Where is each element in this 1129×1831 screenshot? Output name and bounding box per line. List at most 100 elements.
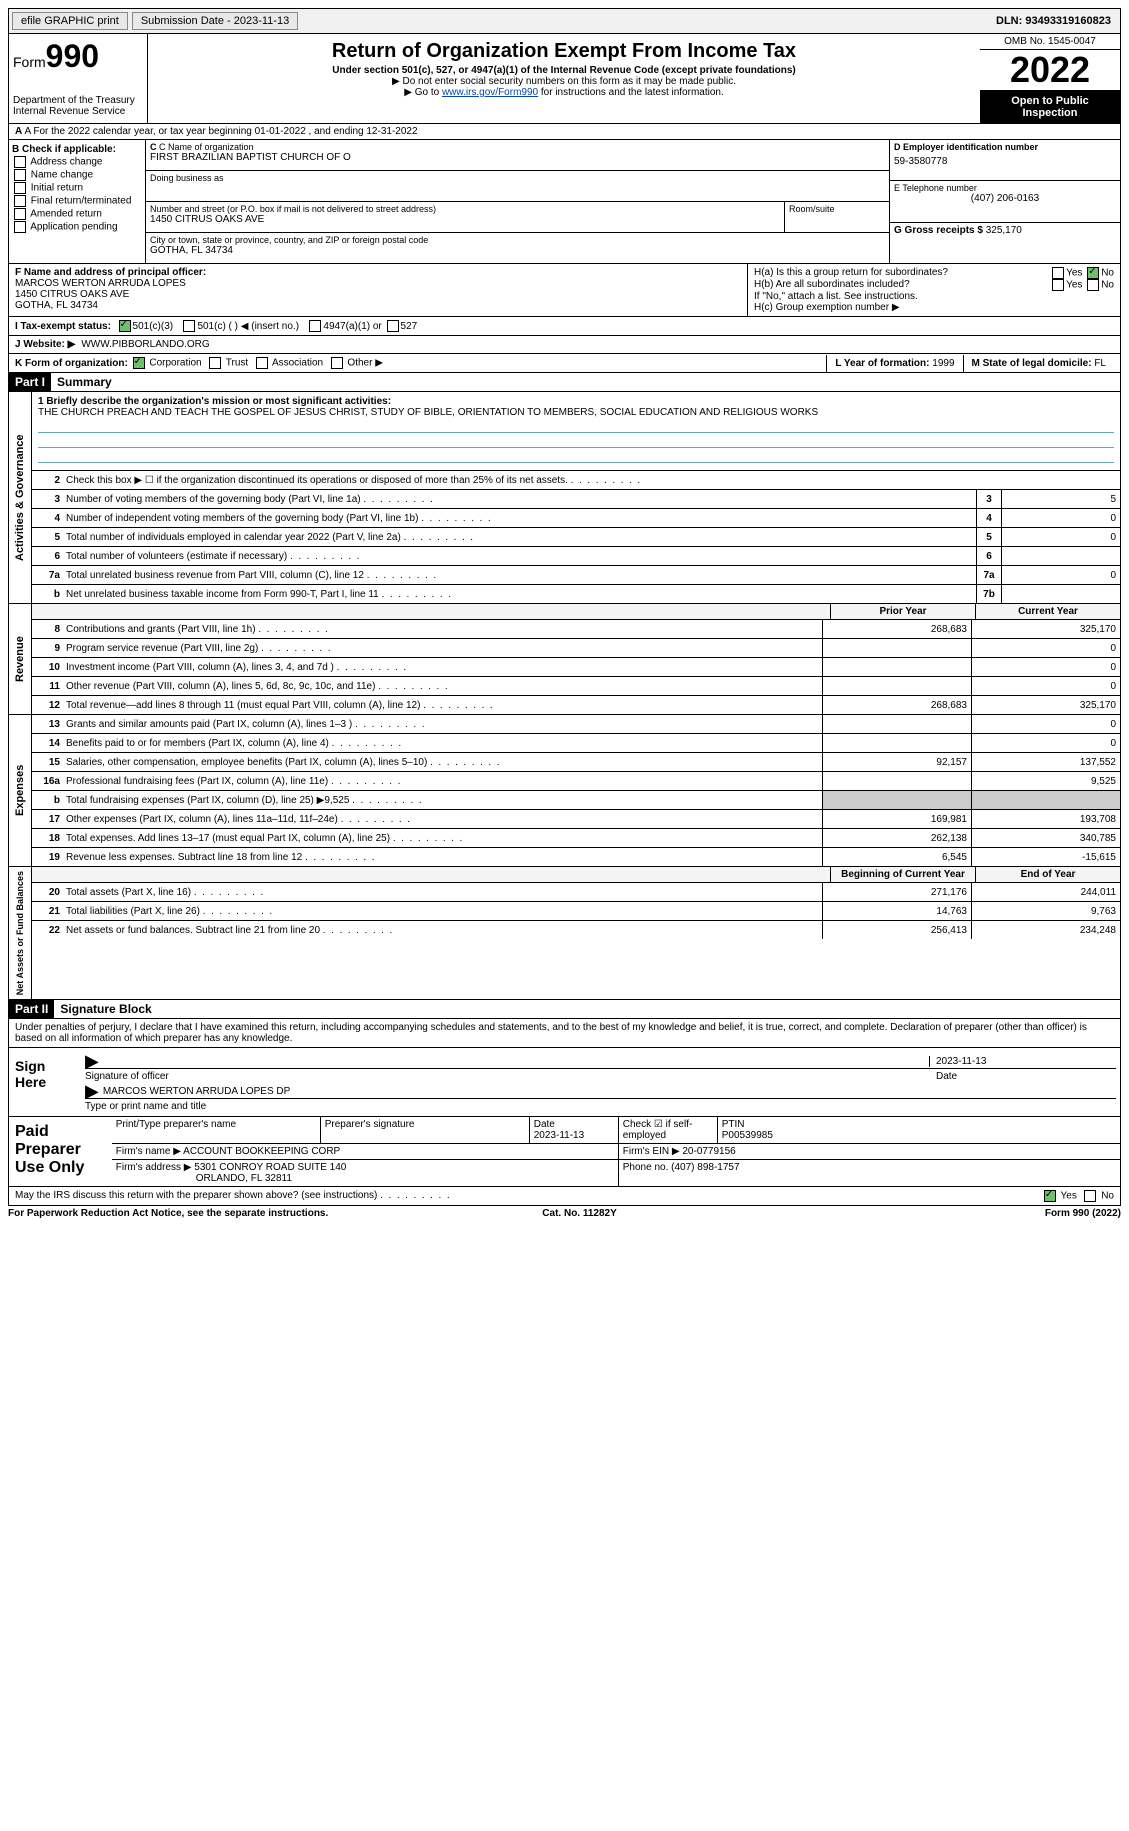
line-b: bNet unrelated business taxable income f… xyxy=(32,585,1120,603)
col-b-checkboxes: B Check if applicable: Address change Na… xyxy=(9,140,146,263)
korg-2-checkbox[interactable] xyxy=(256,357,268,369)
ptin-value: P00539985 xyxy=(722,1130,773,1141)
checkbox-final-return-terminated[interactable] xyxy=(14,195,26,207)
page-footer: For Paperwork Reduction Act Notice, see … xyxy=(8,1206,1121,1221)
sign-date: 2023-11-13 xyxy=(929,1056,1116,1067)
line-3: 3Number of voting members of the governi… xyxy=(32,490,1120,509)
org-name-label: C C Name of organization xyxy=(150,142,885,152)
line-19: 19Revenue less expenses. Subtract line 1… xyxy=(32,848,1120,866)
submission-button[interactable]: Submission Date - 2023-11-13 xyxy=(132,12,298,30)
line-13: 13Grants and similar amounts paid (Part … xyxy=(32,715,1120,734)
dba-label: Doing business as xyxy=(150,173,885,183)
checkbox-application-pending[interactable] xyxy=(14,221,26,233)
firm-phone: (407) 898-1757 xyxy=(671,1162,739,1173)
dept-treasury: Department of the Treasury xyxy=(13,95,143,106)
paid-preparer: Paid Preparer Use Only Print/Type prepar… xyxy=(8,1117,1121,1187)
firm-address: 5301 CONROY ROAD SUITE 140 xyxy=(194,1162,346,1173)
4947-checkbox[interactable] xyxy=(309,320,321,332)
form-header: Form990 Department of the Treasury Inter… xyxy=(8,34,1121,124)
korg-3-checkbox[interactable] xyxy=(331,357,343,369)
hb-no-checkbox[interactable] xyxy=(1087,279,1099,291)
end-year-header: End of Year xyxy=(975,867,1120,882)
line-14: 14Benefits paid to or for members (Part … xyxy=(32,734,1120,753)
ein-value: 59-3580778 xyxy=(894,156,1116,167)
firm-ein: 20-0779156 xyxy=(682,1146,735,1157)
line-15: 15Salaries, other compensation, employee… xyxy=(32,753,1120,772)
hc-label: H(c) Group exemption number ▶ xyxy=(754,302,1114,313)
checkbox-name-change[interactable] xyxy=(14,169,26,181)
discuss-no-checkbox[interactable] xyxy=(1084,1190,1096,1202)
ha-yes-checkbox[interactable] xyxy=(1052,267,1064,279)
korg-0-checkbox[interactable] xyxy=(133,357,145,369)
col-c-org: C C Name of organization FIRST BRAZILIAN… xyxy=(146,140,889,263)
line-17: 17Other expenses (Part IX, column (A), l… xyxy=(32,810,1120,829)
line-5: 5Total number of individuals employed in… xyxy=(32,528,1120,547)
line-6: 6Total number of volunteers (estimate if… xyxy=(32,547,1120,566)
line-21: 21Total liabilities (Part X, line 26)14,… xyxy=(32,902,1120,921)
omb-number: OMB No. 1545-0047 xyxy=(980,34,1120,50)
irs-link[interactable]: www.irs.gov/Form990 xyxy=(442,87,538,98)
checkbox-address-change[interactable] xyxy=(14,156,26,168)
beginning-year-header: Beginning of Current Year xyxy=(830,867,975,882)
hb-yes-checkbox[interactable] xyxy=(1052,279,1064,291)
self-employed-check: Check ☑ if self-employed xyxy=(618,1117,717,1144)
line-11: 11Other revenue (Part VIII, column (A), … xyxy=(32,677,1120,696)
hb-note: If "No," attach a list. See instructions… xyxy=(754,291,1114,302)
officer-label: F Name and address of principal officer: xyxy=(15,267,206,278)
line-2: 2Check this box ▶ ☐ if the organization … xyxy=(32,471,1120,490)
vtab-activities: Activities & Governance xyxy=(9,392,32,603)
city-state-zip: GOTHA, FL 34734 xyxy=(150,245,885,256)
korg-1-checkbox[interactable] xyxy=(209,357,221,369)
line-22: 22Net assets or fund balances. Subtract … xyxy=(32,921,1120,939)
gross-receipts: 325,170 xyxy=(986,225,1022,236)
ha-no-checkbox[interactable] xyxy=(1087,267,1099,279)
ha-label: H(a) Is this a group return for subordin… xyxy=(754,267,1050,279)
date-label: Date xyxy=(936,1071,1116,1082)
checkbox-amended-return[interactable] xyxy=(14,208,26,220)
mission-block: 1 Briefly describe the organization's mi… xyxy=(32,392,1120,471)
goto-note: ▶ Go to www.irs.gov/Form990 for instruct… xyxy=(152,87,976,98)
telephone: (407) 206-0163 xyxy=(894,193,1116,204)
col-d-info: D Employer identification number 59-3580… xyxy=(889,140,1120,263)
gross-label: G Gross receipts $ xyxy=(894,225,983,236)
type-name-label: Type or print name and title xyxy=(85,1101,1116,1112)
line-7a: 7aTotal unrelated business revenue from … xyxy=(32,566,1120,585)
prior-year-header: Prior Year xyxy=(830,604,975,619)
vtab-netassets: Net Assets or Fund Balances xyxy=(9,867,32,999)
form-ref: Form 990 (2022) xyxy=(1045,1208,1121,1219)
527-checkbox[interactable] xyxy=(387,320,399,332)
discuss-yes-checkbox[interactable] xyxy=(1044,1190,1056,1202)
501c3-checkbox[interactable] xyxy=(119,320,131,332)
city-label: City or town, state or province, country… xyxy=(150,235,885,245)
cat-no: Cat. No. 11282Y xyxy=(542,1208,616,1219)
state-domicile: FL xyxy=(1094,358,1106,369)
section-bcd: B Check if applicable: Address change Na… xyxy=(8,140,1121,264)
part1-header: Part I Summary xyxy=(8,373,1121,392)
vtab-expenses: Expenses xyxy=(9,715,32,866)
top-bar: efile GRAPHIC print Submission Date - 20… xyxy=(8,8,1121,34)
tax-year: 2022 xyxy=(980,50,1120,91)
officer-addr1: 1450 CITRUS OAKS AVE xyxy=(15,289,741,300)
tel-label: E Telephone number xyxy=(894,183,1116,193)
sig-intro: Under penalties of perjury, I declare th… xyxy=(8,1019,1121,1048)
form-subtitle: Under section 501(c), 527, or 4947(a)(1)… xyxy=(152,65,976,76)
website-value: WWW.PIBBORLANDO.ORG xyxy=(81,339,209,350)
current-year-header: Current Year xyxy=(975,604,1120,619)
vtab-revenue: Revenue xyxy=(9,604,32,714)
checkbox-initial-return[interactable] xyxy=(14,182,26,194)
addr-label: Number and street (or P.O. box if mail i… xyxy=(150,204,784,214)
preparer-name-label: Print/Type preparer's name xyxy=(112,1117,321,1144)
sig-officer-label: Signature of officer xyxy=(85,1071,936,1082)
form-number: Form990 xyxy=(13,38,143,75)
dln-text: DLN: 93493319160823 xyxy=(996,15,1117,27)
line-16a: 16aProfessional fundraising fees (Part I… xyxy=(32,772,1120,791)
line-12: 12Total revenue—add lines 8 through 11 (… xyxy=(32,696,1120,714)
form-org-row: K Form of organization: Corporation Trus… xyxy=(8,354,1121,373)
open-inspection: Open to Public Inspection xyxy=(980,91,1120,123)
efile-button[interactable]: efile GRAPHIC print xyxy=(12,12,128,30)
501c-checkbox[interactable] xyxy=(183,320,195,332)
website-row: J Website: ▶ WWW.PIBBORLANDO.ORG xyxy=(8,336,1121,354)
mission-text: THE CHURCH PREACH AND TEACH THE GOSPEL O… xyxy=(38,407,1114,418)
line-b: bTotal fundraising expenses (Part IX, co… xyxy=(32,791,1120,810)
room-suite-label: Room/suite xyxy=(784,202,889,232)
